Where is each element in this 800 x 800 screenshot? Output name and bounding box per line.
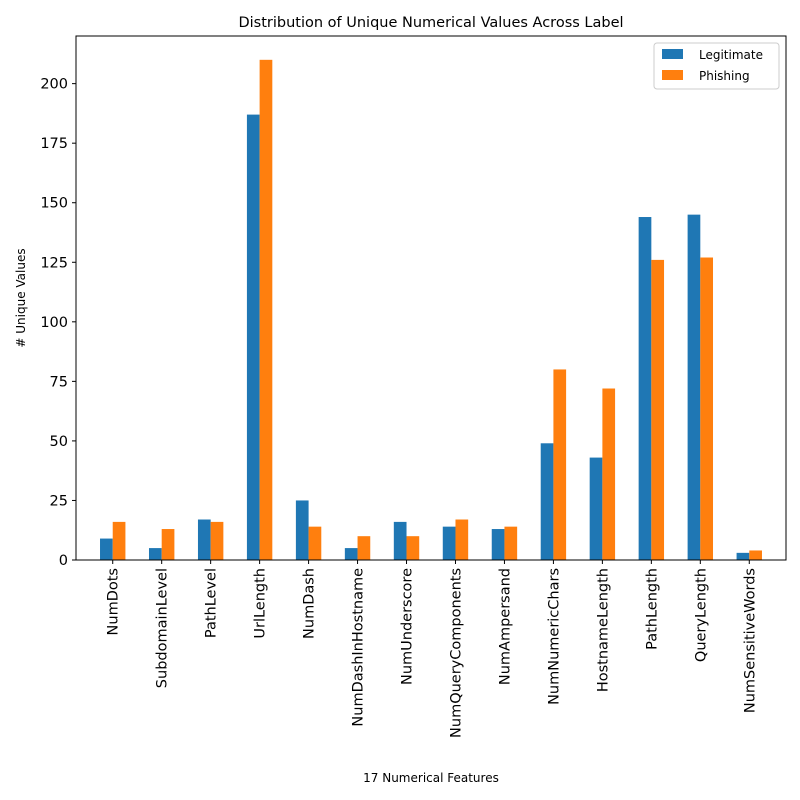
y-tick-label: 100 bbox=[40, 315, 68, 331]
x-tick-label: QueryLength bbox=[693, 568, 709, 662]
x-tick-label: NumQueryComponents bbox=[448, 568, 464, 738]
legend-swatch-legitimate bbox=[662, 49, 683, 59]
bar-legitimate-numunderscore bbox=[393, 521, 407, 560]
plot-frame bbox=[75, 35, 787, 561]
x-tick-label: PathLength bbox=[644, 568, 660, 650]
legend-swatch-phishing bbox=[662, 70, 683, 80]
y-tick-label: 50 bbox=[50, 434, 68, 450]
bar-legitimate-numdash bbox=[295, 500, 309, 560]
bar-phishing-numdots bbox=[112, 521, 126, 560]
bar-legitimate-pathlevel bbox=[197, 519, 211, 560]
y-tick-label: 0 bbox=[59, 553, 68, 569]
bar-phishing-numdash bbox=[308, 526, 322, 560]
y-tick-label: 75 bbox=[50, 374, 68, 390]
bar-legitimate-pathlength bbox=[638, 217, 652, 560]
bar-phishing-numdashinhostname bbox=[357, 536, 371, 560]
bar-phishing-hostnamelength bbox=[602, 388, 616, 560]
bar-legitimate-numdashinhostname bbox=[344, 548, 358, 560]
legend: Legitimate Phishing bbox=[653, 42, 780, 90]
y-tick-label: 125 bbox=[40, 255, 68, 271]
x-tick-label: NumDashInHostname bbox=[351, 568, 367, 727]
legend-label-legitimate: Legitimate bbox=[699, 48, 763, 62]
bar-phishing-numquerycomponents bbox=[455, 519, 469, 560]
legend-label-phishing: Phishing bbox=[699, 69, 750, 83]
bar-phishing-numsensitivewords bbox=[749, 550, 762, 560]
legend-frame bbox=[653, 42, 780, 90]
y-tick-label: 200 bbox=[40, 77, 68, 93]
bar-phishing-urllength bbox=[259, 59, 273, 560]
x-tick-label: NumUnderscore bbox=[400, 568, 416, 685]
y-tick-label: 175 bbox=[40, 136, 68, 152]
x-tick-label: PathLevel bbox=[204, 568, 220, 638]
chart-title: Distribution of Unique Numerical Values … bbox=[238, 15, 623, 31]
y-axis-label: # Unique Values bbox=[14, 248, 28, 347]
bar-phishing-pathlength bbox=[651, 259, 665, 560]
x-tick-label: NumDash bbox=[302, 568, 318, 639]
x-axis-label: 17 Numerical Features bbox=[363, 771, 499, 785]
x-tick-label: NumDots bbox=[106, 568, 122, 635]
bar-phishing-numnumericchars bbox=[553, 369, 567, 560]
bar-phishing-numampersand bbox=[504, 526, 518, 560]
bar-phishing-subdomainlevel bbox=[161, 529, 175, 560]
bar-legitimate-numdots bbox=[100, 538, 113, 560]
bar-legitimate-numnumericchars bbox=[540, 443, 554, 560]
y-tick-label: 25 bbox=[50, 493, 68, 509]
bar-legitimate-hostnamelength bbox=[589, 457, 603, 560]
bars-group bbox=[100, 59, 762, 560]
x-axis: NumDots SubdomainLevel PathLevel UrlLength N… bbox=[106, 560, 758, 738]
y-tick-label: 150 bbox=[40, 196, 68, 212]
bar-legitimate-numampersand bbox=[491, 529, 505, 560]
bar-legitimate-subdomainlevel bbox=[148, 548, 162, 560]
x-tick-label: UrlLength bbox=[253, 568, 269, 639]
bar-phishing-querylength bbox=[700, 257, 714, 560]
x-tick-label: NumSensitiveWords bbox=[742, 568, 758, 713]
x-tick-label: SubdomainLevel bbox=[155, 568, 171, 688]
bar-legitimate-numquerycomponents bbox=[442, 526, 456, 560]
bar-legitimate-numsensitivewords bbox=[736, 552, 750, 560]
bar-phishing-pathlevel bbox=[210, 521, 224, 560]
bar-legitimate-querylength bbox=[687, 214, 701, 560]
bar-phishing-numunderscore bbox=[406, 536, 420, 560]
bar-legitimate-urllength bbox=[246, 114, 260, 560]
x-tick-label: NumNumericChars bbox=[546, 568, 562, 705]
x-tick-label: HostnameLength bbox=[595, 568, 611, 692]
x-tick-label: NumAmpersand bbox=[497, 568, 513, 685]
y-axis: 0 25 50 75 100 125 150 175 200 bbox=[40, 77, 76, 569]
